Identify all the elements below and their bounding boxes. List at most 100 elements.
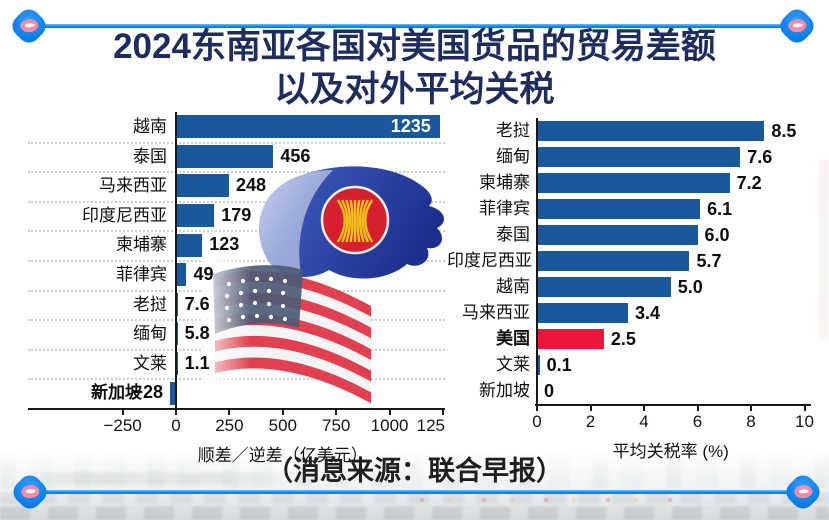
bar-row: 越南 5.0: [447, 274, 819, 300]
x-axis-tick: [803, 404, 806, 411]
x-axis-tick: [281, 408, 284, 415]
bar-row: 新加坡 −28: [28, 378, 445, 408]
x-axis-tick: [536, 404, 538, 411]
bar: [176, 174, 229, 198]
value-label: 2.5: [610, 329, 636, 349]
trade-balance-chart: 越南 1235 泰国 456 马来西亚 248 印度尼西亚 179 柬埔寨 123 菲律宾 49 老挝 7…: [28, 112, 445, 470]
bar-row: 缅甸 5.8: [28, 319, 445, 349]
title-line-2: 以及对外平均关税: [274, 69, 555, 109]
gridline: [28, 141, 445, 144]
category-label: 文莱: [133, 353, 167, 373]
category-label: 菲律宾: [479, 199, 530, 218]
x-axis-tick-label: 125: [416, 416, 445, 435]
bar-row: 越南 1235: [28, 112, 445, 142]
x-axis-tick: [335, 408, 338, 415]
value-label: 7.2: [736, 173, 762, 193]
x-axis-title: 顺差／逆差（亿美元）: [197, 446, 368, 465]
bar-row: 菲律宾 49: [28, 260, 445, 290]
page-title: 2024东南亚各国对美国货品的贸易差额 以及对外平均关税: [0, 26, 829, 111]
bar: [537, 173, 730, 193]
x-axis-tick-label: 6: [692, 412, 703, 431]
category-label: 泰国: [133, 146, 167, 166]
x-axis-tick: [388, 408, 391, 415]
bar: [537, 147, 741, 167]
source-note: （消息来源：联合早报）: [266, 456, 563, 486]
x-axis-tick: [442, 408, 444, 415]
bar-row: 印度尼西亚 179: [28, 201, 445, 231]
bar: [537, 121, 765, 141]
x-axis-tick: [121, 408, 124, 415]
category-label: 文莱: [496, 355, 530, 374]
bar-row: 新加坡 0: [447, 378, 819, 404]
value-label: 5.8: [184, 323, 210, 344]
bar-row: 泰国 6.0: [447, 222, 819, 248]
value-label: 0.1: [546, 355, 572, 375]
bar: [537, 355, 540, 375]
value-label: 1.1: [184, 352, 210, 373]
x-axis-tick-label: −250: [103, 416, 142, 435]
x-axis: [535, 404, 811, 406]
value-label: 248: [235, 175, 267, 196]
x-axis-tick-label: 8: [746, 412, 756, 431]
bar-row: 印度尼西亚 5.7: [447, 248, 819, 274]
value-label: 123: [209, 234, 240, 255]
x-axis-tick-label: 0: [171, 416, 181, 435]
bar-row: 老挝 8.5: [447, 118, 819, 144]
bar-row: 文莱 0.1: [447, 352, 819, 378]
bar-row: 泰国 456: [28, 142, 445, 172]
value-label: 49: [193, 264, 214, 284]
category-label: 菲律宾: [116, 265, 167, 284]
value-label: 456: [280, 145, 311, 166]
background-city-photo: [0, 446, 829, 520]
bar: [537, 329, 604, 349]
x-axis-tick-label: 0: [532, 412, 542, 431]
bar: [176, 263, 187, 287]
y-axis: [175, 112, 177, 408]
x-axis-tick: [696, 404, 699, 411]
category-label: 马来西亚: [462, 303, 530, 322]
category-label: 老挝: [496, 121, 530, 140]
gridline: [28, 171, 445, 174]
flags-watermark: [203, 158, 463, 408]
category-label: 美国: [496, 329, 530, 348]
bar-row: 老挝 7.6: [28, 290, 445, 320]
asean-flag-icon: [259, 166, 444, 279]
bar-row: 马来西亚 3.4: [447, 300, 819, 326]
value-label: 5.7: [696, 251, 722, 271]
value-label: 7.6: [747, 147, 773, 167]
x-axis-tick: [228, 408, 231, 415]
x-axis-tick-label: 10: [795, 412, 814, 431]
value-label: 6.1: [707, 199, 733, 219]
value-label: 0: [544, 381, 555, 401]
category-label: 柬埔寨: [116, 235, 167, 255]
tariff-chart: 老挝 8.5 缅甸 7.6 柬埔寨 7.2 菲律宾 6.1 泰国 6.0 印度尼西亚 5.7 越南 5.0…: [447, 118, 819, 466]
photo-edge-bleed: [818, 160, 829, 340]
x-axis-tick: [589, 404, 592, 411]
value-label: −28: [132, 382, 164, 403]
y-axis: [536, 118, 538, 404]
bar: [537, 225, 698, 245]
x-axis-tick: [643, 404, 645, 411]
frame-line-bottom: [30, 490, 803, 494]
x-axis-tick-label: 4: [639, 412, 649, 431]
bar: [176, 233, 203, 257]
bar-row: 马来西亚 248: [28, 171, 445, 201]
bar: [170, 381, 176, 405]
bar: [176, 115, 440, 139]
bar: [537, 303, 628, 323]
x-axis-tick: [175, 408, 177, 415]
bar-row: 柬埔寨 123: [28, 230, 445, 260]
gridline: [28, 230, 445, 233]
title-line-1: 2024东南亚各国对美国货品的贸易差额: [113, 27, 716, 66]
category-label: 缅甸: [496, 147, 530, 166]
bar: [176, 204, 215, 228]
bar-row: 缅甸 7.6: [447, 144, 819, 170]
asean-us-flags-image: [203, 166, 444, 408]
x-axis-title: 平均关税率 (%): [612, 442, 729, 461]
bar-row: 菲律宾 6.1: [447, 196, 819, 222]
category-label: 柬埔寨: [479, 173, 530, 192]
gridline: [28, 200, 445, 203]
x-axis-tick-label: 2: [585, 412, 596, 431]
x-axis-tick-label: 500: [268, 416, 297, 435]
